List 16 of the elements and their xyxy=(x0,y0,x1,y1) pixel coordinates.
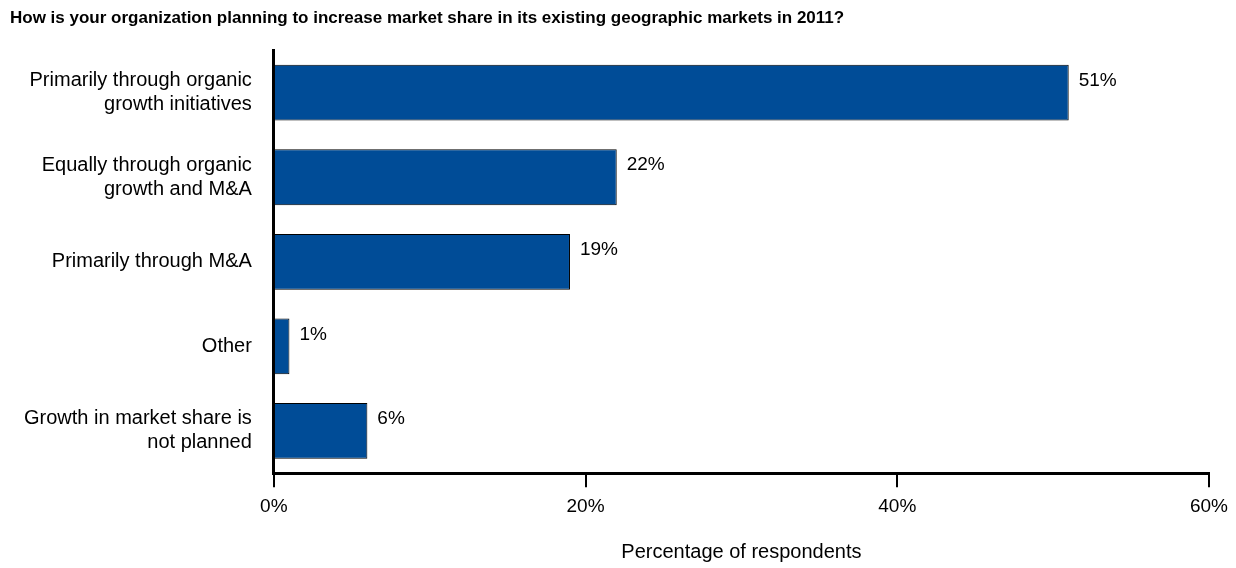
x-tick-label: 0% xyxy=(260,494,288,516)
data-label: 1% xyxy=(299,322,327,344)
y-tick-label: Equally through organic growth and M&A xyxy=(41,152,253,199)
y-tick-label: Growth in market share is not planned xyxy=(23,406,252,453)
data-label: 19% xyxy=(579,238,619,260)
x-tick-label: 40% xyxy=(878,494,917,516)
y-tick-label: Primarily through M&A xyxy=(51,249,253,272)
data-label: 51% xyxy=(1078,68,1117,90)
y-tick-label: Primarily through organic growth initiatives xyxy=(29,68,252,115)
chart-title: How is your organization planning to increase market share in its existing geographic markets in 2011? xyxy=(10,7,845,27)
x-tick-label: 20% xyxy=(566,494,605,516)
x-axis-title: Percentage of respondents xyxy=(621,539,862,562)
y-tick-label: Other xyxy=(201,333,253,356)
data-label: 6% xyxy=(377,407,405,429)
data-label: 22% xyxy=(626,153,665,175)
x-tick-label: 60% xyxy=(1189,494,1229,516)
